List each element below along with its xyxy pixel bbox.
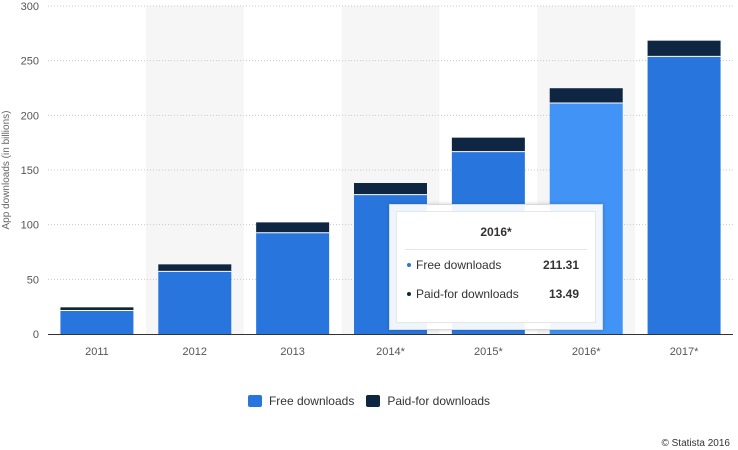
y-tick-label: 100 xyxy=(21,220,39,232)
bar-paid-downloads xyxy=(647,40,721,57)
legend: Free downloads Paid-for downloads xyxy=(0,394,738,408)
tooltip-row-paid: Paid-for downloads 13.49 xyxy=(397,279,595,308)
legend-swatch xyxy=(247,395,262,407)
source-credit[interactable]: © Statista 2016 xyxy=(661,438,730,449)
y-tick-label: 150 xyxy=(21,165,39,177)
y-tick-label: 200 xyxy=(21,110,39,122)
x-tick-label: 2015* xyxy=(474,346,503,358)
bullet-icon xyxy=(407,262,411,267)
y-axis-ticks: 0 50 100 150 200 250 300 xyxy=(21,1,39,341)
tooltip-value: 13.49 xyxy=(548,286,579,301)
bar-free-downloads xyxy=(158,271,232,334)
tooltip: 2016* Free downloads 211.31 Paid-for dow… xyxy=(389,204,603,330)
legend-item-free[interactable]: Free downloads xyxy=(247,394,355,408)
legend-label: Free downloads xyxy=(268,394,355,408)
bullet-icon xyxy=(407,291,411,296)
legend-swatch xyxy=(366,395,381,407)
y-tick-label: 250 xyxy=(21,56,39,68)
y-tick-label: 0 xyxy=(33,329,39,341)
bar-paid-downloads xyxy=(158,264,232,272)
x-tick-label: 2012 xyxy=(183,346,207,358)
bar-paid-downloads xyxy=(354,183,427,195)
x-tick-label: 2017* xyxy=(670,346,699,358)
tooltip-value: 211.31 xyxy=(542,257,579,272)
tooltip-label: Free downloads xyxy=(416,257,502,272)
x-tick-label: 2011 xyxy=(85,346,109,358)
bar-paid-downloads xyxy=(256,222,330,233)
legend-label: Paid-for downloads xyxy=(387,394,491,408)
tooltip-label: Paid-for downloads xyxy=(416,286,519,301)
bar-free-downloads xyxy=(256,232,330,334)
legend-item-paid[interactable]: Paid-for downloads xyxy=(366,394,490,408)
bar-paid-downloads xyxy=(549,88,623,103)
x-axis-ticks: 2011 2012 2013 2014* 2015* 2016* 2017* xyxy=(85,346,699,358)
y-axis-label: App downloads (in billions) xyxy=(1,111,12,230)
bar-free-downloads xyxy=(60,310,134,334)
y-tick-label: 300 xyxy=(21,1,39,13)
bar-free-downloads xyxy=(647,56,721,334)
y-tick-label: 50 xyxy=(27,274,39,286)
bar-paid-downloads xyxy=(60,307,134,311)
tooltip-title: 2016* xyxy=(405,212,587,250)
tooltip-row-free: Free downloads 211.31 xyxy=(397,250,595,279)
x-tick-label: 2016* xyxy=(572,346,601,358)
x-tick-label: 2014* xyxy=(376,346,405,358)
bar-paid-downloads xyxy=(451,137,525,152)
stacked-bar-chart: 0 50 100 150 200 250 300 2011 2012 2013 2014* 2015… xyxy=(1,1,733,358)
x-tick-label: 2013 xyxy=(280,346,304,358)
